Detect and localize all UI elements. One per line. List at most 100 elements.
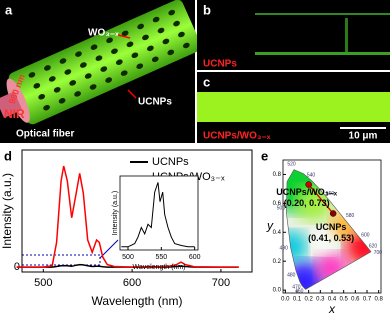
gamut-glow <box>310 230 335 255</box>
panel-label: a <box>5 2 13 17</box>
annotation: UCNPs <box>203 59 237 70</box>
particle <box>75 51 82 57</box>
line-series <box>121 182 195 248</box>
particle <box>136 63 144 70</box>
particle <box>44 65 51 71</box>
particle <box>38 93 46 100</box>
particle <box>106 37 113 44</box>
particle <box>58 98 66 104</box>
particle <box>115 59 123 65</box>
point-value-label: (0.20, 0.73) <box>284 198 330 208</box>
particle <box>131 52 139 59</box>
fiber-edge <box>255 13 390 15</box>
line-series <box>16 263 239 268</box>
locus-label: 500 <box>277 206 286 212</box>
fiber-illustration <box>0 0 202 125</box>
x-tick-label: 0.2 <box>304 297 313 303</box>
y-tick-label: 0.6 <box>273 201 282 207</box>
point-label: UCNPs/WO₃₋ₓ <box>276 187 337 197</box>
plot-frame <box>119 175 199 251</box>
particle <box>74 91 81 97</box>
panel-label: c <box>203 74 210 89</box>
particle <box>59 58 67 64</box>
particle <box>105 77 113 83</box>
annotation: UCNPs <box>138 97 172 108</box>
y-axis-label: Intensity (a.u.) <box>0 173 14 249</box>
x-tick-label: 0.1 <box>293 297 302 303</box>
particle <box>167 49 175 56</box>
particle <box>182 42 190 49</box>
y-tick-label: 0.8 <box>273 172 282 178</box>
x-tick-label: 0.0 <box>281 297 290 303</box>
y-axis-label: Intensity (a.u.) <box>112 191 119 235</box>
particle <box>151 56 159 63</box>
x-tick-label: 550 <box>155 254 167 261</box>
annotation: NIR <box>4 107 25 121</box>
particle <box>90 44 98 50</box>
particle <box>137 23 144 30</box>
x-axis-label: Wavelength (nm) <box>132 264 185 271</box>
locus-label: 480 <box>287 273 296 279</box>
particle <box>43 104 50 111</box>
x-axis-label: x <box>328 302 336 316</box>
locus-label: 700 <box>374 250 383 256</box>
particle <box>168 9 176 16</box>
x-axis-label: Wavelength (nm) <box>92 294 183 308</box>
particle <box>120 70 128 76</box>
particle <box>48 76 56 82</box>
gamut-glow <box>344 226 371 267</box>
point-label: UCNPs <box>316 222 347 232</box>
panel-label: d <box>4 148 12 163</box>
x-tick-label: 700 <box>212 277 230 289</box>
x-tick-label: 500 <box>122 254 134 261</box>
panel-label: e <box>261 148 268 163</box>
y-axis-label: y <box>266 219 274 233</box>
particle <box>100 66 108 72</box>
inset-bg <box>120 176 198 250</box>
particle <box>121 30 129 37</box>
point <box>305 181 312 188</box>
locus-label: 490 <box>280 246 289 252</box>
annotation: UCNPs/WO₃₋ₓ <box>203 131 271 142</box>
particle <box>178 31 185 38</box>
legend-label: UCNPs <box>152 156 189 168</box>
y-tick-label: 0.2 <box>273 259 282 265</box>
locus-label: 620 <box>369 243 378 249</box>
x-tick-label: 600 <box>123 277 141 289</box>
particle <box>152 16 160 23</box>
locus-label: 560 <box>326 191 335 197</box>
annotation: WO₃₋ₓ <box>88 28 119 39</box>
particle <box>173 20 180 27</box>
locus-label: 580 <box>346 213 355 219</box>
particle <box>95 55 103 61</box>
gamut-glow <box>286 230 308 263</box>
connector <box>308 184 334 214</box>
particle <box>80 62 87 68</box>
particle <box>142 34 149 41</box>
locus-label: 470 <box>292 284 301 290</box>
panel-label: b <box>203 2 211 17</box>
particle <box>28 72 36 78</box>
fiber-edge <box>255 52 390 55</box>
particle <box>157 27 165 34</box>
locus-label: 600 <box>361 233 370 239</box>
panel-b-bg <box>197 0 390 70</box>
y-tick-label: 0.0 <box>273 288 282 294</box>
particle <box>89 84 97 90</box>
x-tick-label: 0.5 <box>339 297 348 303</box>
particle <box>111 48 118 55</box>
plot-frame <box>21 149 253 273</box>
particle <box>126 41 134 48</box>
x-tick-label: 0.8 <box>374 297 383 303</box>
spectral-locus <box>285 169 372 290</box>
particle <box>69 80 77 86</box>
point <box>329 210 337 217</box>
point-value-label: (0.41, 0.53) <box>308 233 354 243</box>
particle <box>147 45 154 52</box>
arrow <box>127 89 137 99</box>
glow <box>345 18 348 52</box>
particle <box>33 83 41 89</box>
x-tick-label: 600 <box>189 254 201 261</box>
arrow <box>117 34 131 39</box>
